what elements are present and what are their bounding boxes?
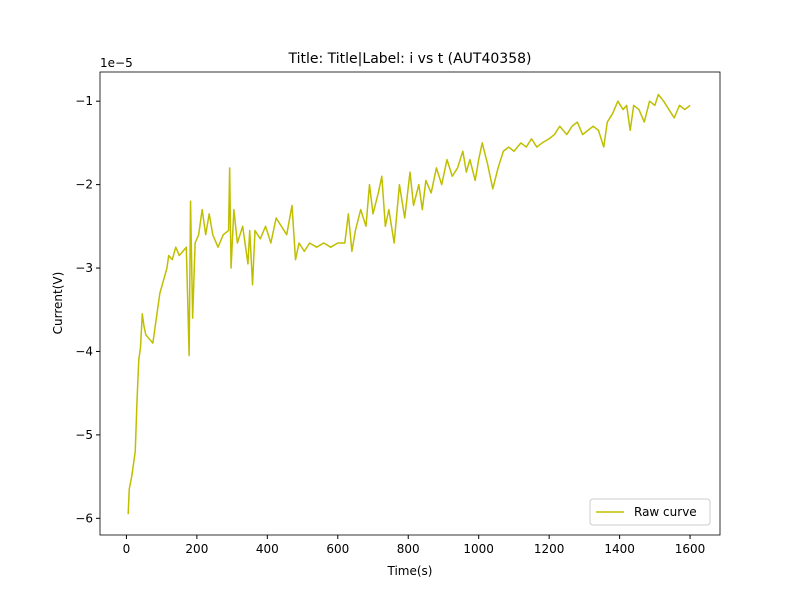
- x-tick-label: 1200: [534, 542, 565, 556]
- y-tick-label: −4: [75, 344, 93, 358]
- data-line: [127, 93, 691, 515]
- x-tick-label: 600: [326, 542, 349, 556]
- y-tick-label: −1: [75, 94, 93, 108]
- x-tick-label: 800: [397, 542, 420, 556]
- y-offset-label: 1e−5: [100, 56, 133, 70]
- y-tick-label: −2: [75, 178, 93, 192]
- y-tick-label: −5: [75, 428, 93, 442]
- y-tick-label: −3: [75, 261, 93, 275]
- x-tick-label: 1000: [463, 542, 494, 556]
- x-tick-label: 0: [123, 542, 131, 556]
- x-tick-label: 400: [256, 542, 279, 556]
- legend-box: [589, 498, 711, 526]
- x-tick-label: 1600: [675, 542, 706, 556]
- plot-frame: [99, 71, 721, 536]
- chart-title: Title: Title|Label: i vs t (AUT40358): [288, 51, 532, 67]
- x-axis-label: Time(s): [387, 564, 433, 578]
- x-tick-label: 1400: [604, 542, 635, 556]
- y-axis-label: Current(V): [51, 272, 65, 335]
- x-tick-label: 200: [185, 542, 208, 556]
- legend-label: Raw curve: [634, 505, 697, 519]
- y-tick-label: −6: [75, 511, 93, 525]
